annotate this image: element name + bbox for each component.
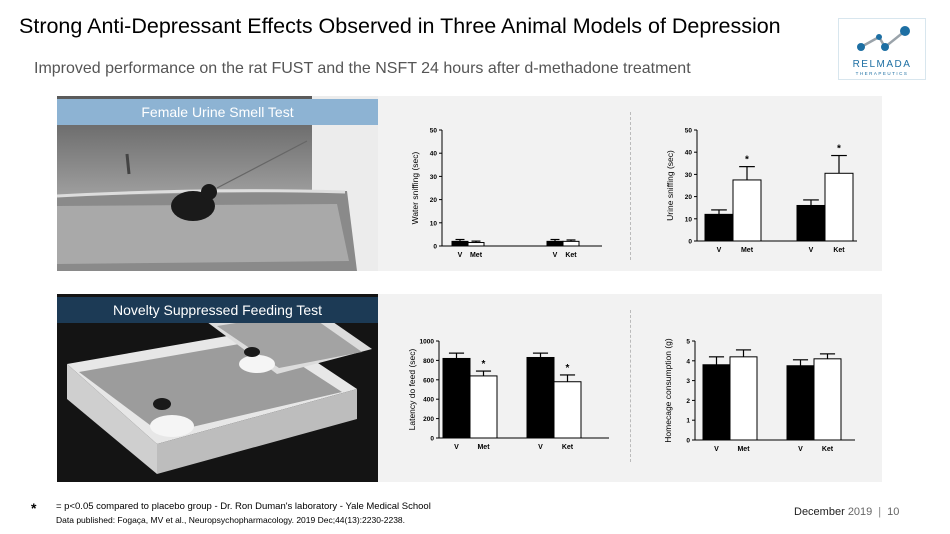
y-tick-label: 1: [686, 418, 690, 425]
y-tick-label: 400: [423, 397, 434, 404]
y-tick-label: 200: [423, 416, 434, 423]
logo-name: RELMADA: [852, 59, 912, 70]
y-tick-label: 1000: [420, 339, 435, 346]
y-tick-label: 10: [685, 216, 693, 223]
bar: [732, 179, 762, 242]
slide-title: Strong Anti-Depressant Effects Observed …: [19, 14, 781, 38]
x-tick-label: Met: [741, 247, 754, 254]
y-tick-label: 40: [685, 150, 693, 157]
urine-sniffing-plot: 0 10 20 30 40 50 Urine sniffing (sec) V * Met V * Ke…: [665, 128, 857, 254]
bar: [546, 240, 564, 247]
y-tick-label: 3: [686, 378, 690, 385]
x-tick-label: Met: [470, 252, 483, 259]
mouse-cage-photo: [57, 96, 378, 271]
homecage-consumption-chart: 0 1 2 3 4 5 Homecage consumption (g) V Met V Ket: [655, 330, 875, 460]
significance-marker: *: [837, 144, 841, 155]
x-tick-label: V: [553, 252, 558, 259]
footer-month: December: [794, 506, 845, 518]
x-tick-label: Ket: [562, 444, 574, 451]
y-tick-label: 2: [686, 398, 690, 405]
bar: [553, 381, 582, 439]
bar: [824, 172, 854, 242]
molecule-icon: [857, 26, 910, 51]
bar: [467, 242, 485, 247]
y-tick-label: 0: [430, 436, 434, 443]
y-tick-label: 30: [685, 172, 693, 179]
logo-subtitle: THERAPEUTICS: [855, 71, 909, 76]
urine-sniffing-chart: 0 10 20 30 40 50 Urine sniffing (sec) V * Met V * Ke…: [645, 118, 875, 268]
bar: [451, 240, 469, 247]
x-tick-label: V: [458, 252, 463, 259]
y-tick-label: 5: [686, 339, 690, 346]
bar: [786, 365, 815, 441]
x-tick-label: Met: [477, 444, 490, 451]
y-tick-label: 50: [430, 128, 438, 135]
x-tick-label: V: [714, 446, 719, 453]
fust-banner: Female Urine Smell Test: [57, 99, 378, 125]
latency-feed-chart: 0 200 400 600 800 1000 Latency do feed (sec) V *…: [395, 330, 625, 460]
water-sniffing-plot: 0 10 20 30 40 50 Water sniffing (sec) V Met V Ket: [410, 128, 602, 259]
panel-divider: [630, 310, 631, 462]
bar: [796, 204, 826, 242]
significance-marker: *: [482, 359, 486, 370]
footer-separator: |: [878, 506, 882, 518]
significance-marker: *: [745, 155, 749, 166]
x-tick-label: V: [454, 444, 459, 451]
y-tick-label: 40: [430, 151, 438, 158]
bar: [469, 375, 498, 439]
x-tick-label: V: [809, 247, 814, 254]
y-axis-label: Homecage consumption (g): [663, 338, 673, 443]
significance-star: *: [31, 500, 37, 516]
company-logo: RELMADA THERAPEUTICS: [838, 18, 926, 80]
footer-date: December 2019 | 10: [794, 506, 899, 518]
panel-divider: [630, 112, 631, 260]
bar: [704, 213, 734, 242]
y-tick-label: 10: [430, 220, 438, 227]
y-tick-label: 0: [688, 239, 692, 246]
y-tick-label: 20: [685, 194, 693, 201]
x-tick-label: V: [798, 446, 803, 453]
page-number: 10: [887, 506, 900, 518]
y-tick-label: 0: [686, 438, 690, 445]
bar: [562, 240, 580, 247]
footer-year: 2019: [847, 506, 873, 518]
x-tick-label: V: [717, 247, 722, 254]
bar: [442, 357, 471, 439]
homecage-consumption-plot: 0 1 2 3 4 5 Homecage consumption (g) V Met V Ket: [663, 338, 855, 453]
y-tick-label: 50: [685, 128, 693, 135]
y-tick-label: 800: [423, 358, 434, 365]
bar: [702, 364, 731, 441]
y-axis-label: Water sniffing (sec): [410, 151, 420, 224]
y-tick-label: 4: [686, 358, 690, 365]
x-tick-label: Ket: [565, 252, 577, 259]
footnote-significance: = p<0.05 compared to placebo group - Dr.…: [56, 501, 431, 512]
bar: [813, 358, 842, 441]
nsft-banner: Novelty Suppressed Feeding Test: [57, 297, 378, 323]
slide-subtitle: Improved performance on the rat FUST and…: [34, 60, 691, 77]
footnote-citation: Data published: Fogaça, MV et al., Neuro…: [56, 515, 406, 525]
x-tick-label: V: [538, 444, 543, 451]
feeding-arena-photo: [57, 294, 378, 482]
water-sniffing-chart: 0 10 20 30 40 50 Water sniffing (sec) V Met V Ket: [390, 118, 620, 268]
y-axis-label: Urine sniffing (sec): [665, 150, 675, 221]
x-tick-label: Ket: [833, 247, 845, 254]
y-axis-label: Latency do feed (sec): [407, 348, 417, 430]
nsft-photo: [57, 294, 378, 482]
x-tick-label: Ket: [822, 446, 834, 453]
y-tick-label: 0: [433, 244, 437, 251]
bar: [729, 356, 758, 441]
y-tick-label: 600: [423, 377, 434, 384]
significance-marker: *: [566, 363, 570, 374]
y-tick-label: 30: [430, 174, 438, 181]
bar: [526, 356, 555, 439]
fust-photo: [57, 96, 378, 271]
x-tick-label: Met: [737, 446, 750, 453]
y-tick-label: 20: [430, 197, 438, 204]
